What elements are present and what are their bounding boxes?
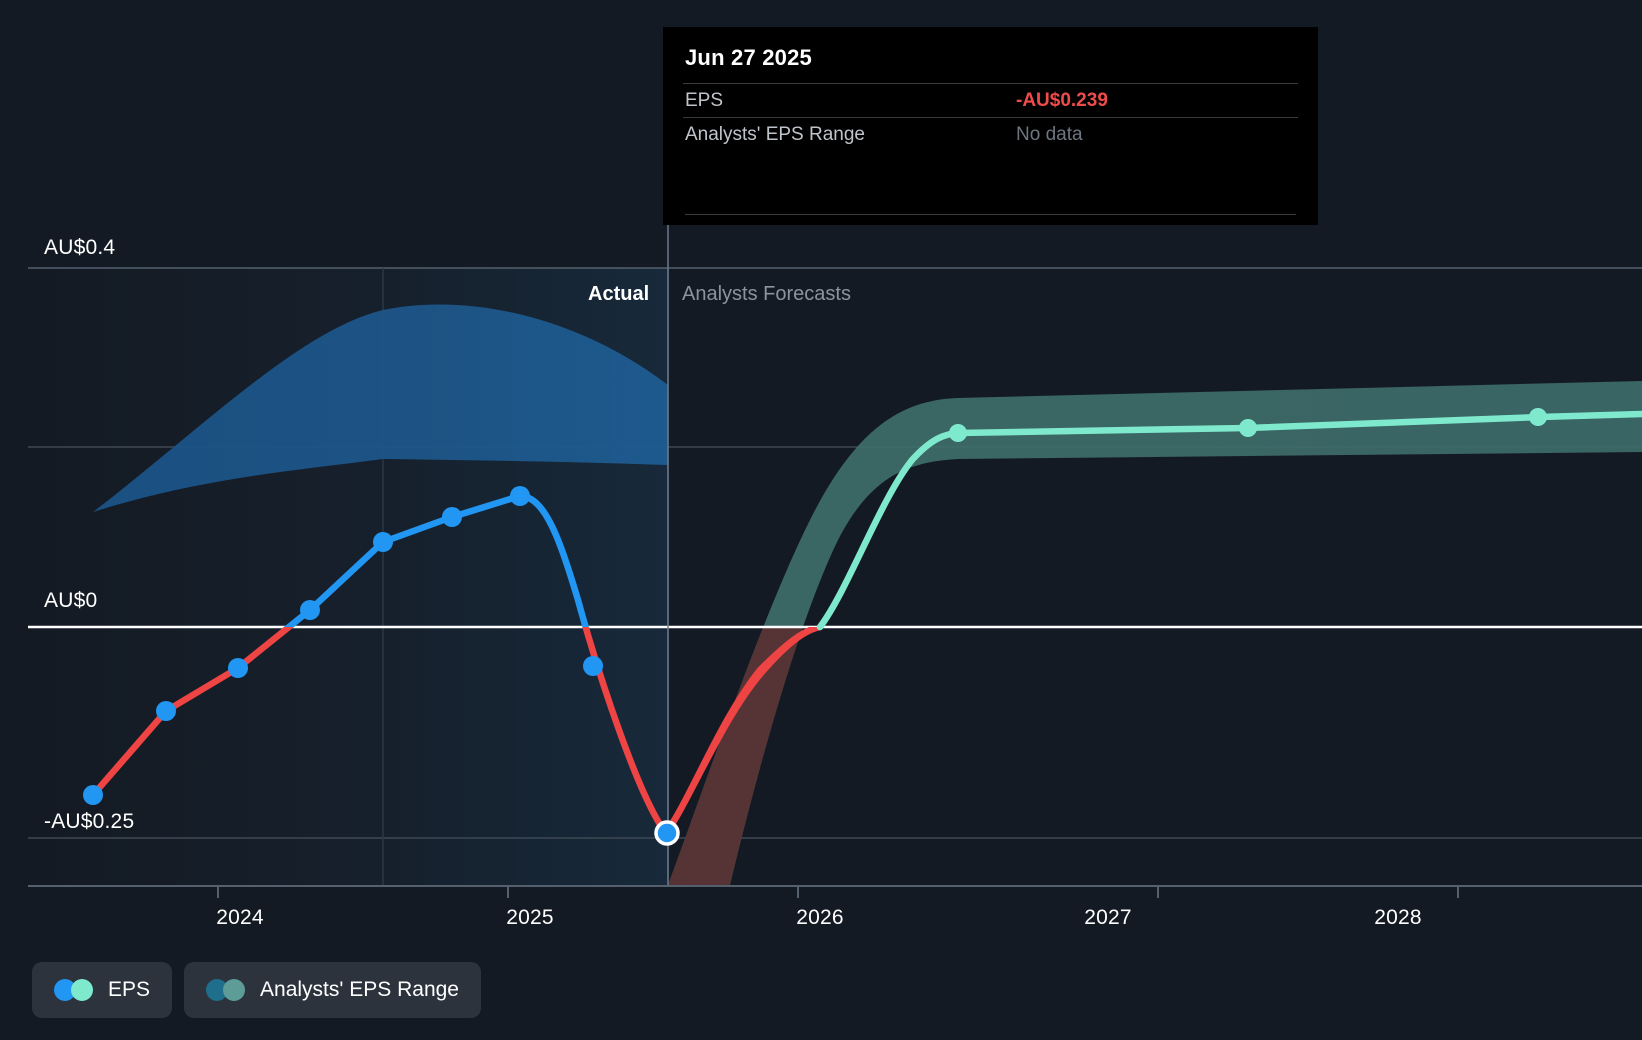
forecast-period-label: Analysts Forecasts xyxy=(682,283,851,305)
data-point[interactable] xyxy=(510,486,530,506)
highlighted-data-point[interactable] xyxy=(654,820,680,846)
y-axis-label-top: AU$0.4 xyxy=(44,236,116,259)
data-point[interactable] xyxy=(583,656,603,676)
tooltip-key-eps: EPS xyxy=(685,89,724,111)
chart-tooltip: Jun 27 2025 EPS -AU$0.239 Analysts' EPS … xyxy=(663,27,1318,225)
data-point[interactable] xyxy=(300,600,320,620)
analysts-range-band-actual xyxy=(93,304,668,512)
y-axis-label-bottom: -AU$0.25 xyxy=(44,810,135,833)
tooltip-row-eps: EPS -AU$0.239 xyxy=(683,83,1298,117)
tooltip-value-range: No data xyxy=(1016,123,1083,145)
x-axis-ticks xyxy=(217,886,1459,898)
legend-swatch-analysts-range xyxy=(206,979,246,1001)
y-axis-label-zero: AU$0 xyxy=(44,589,98,612)
legend-item-analysts-range[interactable]: Analysts' EPS Range xyxy=(184,962,481,1018)
data-point[interactable] xyxy=(228,658,248,678)
tooltip-footer-rule xyxy=(685,214,1296,216)
x-axis-label-2025: 2025 xyxy=(506,906,554,929)
data-point[interactable] xyxy=(442,507,462,527)
eps-forecast-point-markers xyxy=(949,408,1547,442)
legend-swatch-eps xyxy=(54,979,94,1001)
legend-label-eps: EPS xyxy=(108,978,151,1001)
tooltip-spacer xyxy=(683,151,1298,214)
eps-line-forecast-negative xyxy=(662,627,824,837)
tooltip-row-range: Analysts' EPS Range No data xyxy=(683,117,1298,151)
tooltip-date: Jun 27 2025 xyxy=(685,45,812,70)
x-axis-label-2026: 2026 xyxy=(796,906,844,929)
data-point[interactable] xyxy=(1239,419,1257,437)
x-axis-label-2028: 2028 xyxy=(1374,906,1422,929)
tooltip-key-range: Analysts' EPS Range xyxy=(685,123,865,145)
actual-period-label: Actual xyxy=(588,283,650,305)
eps-actual-point-markers xyxy=(83,486,603,805)
legend-item-eps[interactable]: EPS xyxy=(32,962,173,1018)
legend-label-analysts-range: Analysts' EPS Range xyxy=(260,978,459,1001)
data-point[interactable] xyxy=(156,701,176,721)
data-point[interactable] xyxy=(83,785,103,805)
x-axis-label-2024: 2024 xyxy=(216,906,264,929)
data-point[interactable] xyxy=(373,532,393,552)
chart-legend: EPS Analysts' EPS Range xyxy=(32,962,481,1018)
data-point[interactable] xyxy=(949,424,967,442)
data-point[interactable] xyxy=(1529,408,1547,426)
tooltip-value-eps: -AU$0.239 xyxy=(1016,89,1108,111)
x-axis-label-2027: 2027 xyxy=(1084,906,1132,929)
analysts-range-band-forecast xyxy=(668,381,1642,885)
analysts-range-band-forecast-negative xyxy=(668,627,803,885)
